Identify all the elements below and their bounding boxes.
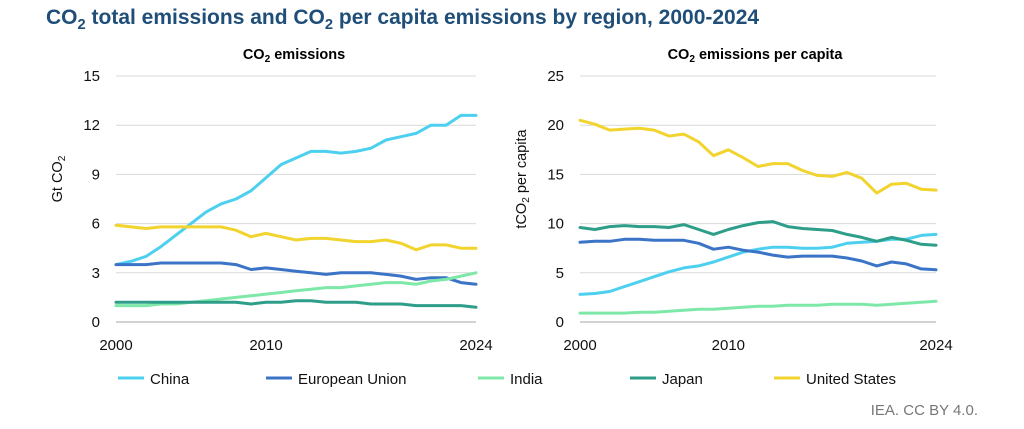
- series-line-india: [578, 299, 938, 315]
- legend-label-japan: Japan: [662, 371, 703, 388]
- legend-label-india: India: [510, 371, 543, 388]
- x-tick-label: 2000: [99, 337, 132, 354]
- x-tick-label: 2000: [563, 337, 596, 354]
- legend-label-european-union: European Union: [298, 371, 406, 388]
- chart-panel-emissions: CO2​ emissions Gt CO2​ 0 3 6 9 12 15 2000 2010 202…: [50, 47, 493, 354]
- series-line-european-union: [578, 237, 938, 272]
- x-tick-label: 2010: [712, 337, 745, 354]
- series-line-united-states: [114, 223, 478, 252]
- y-tick-label: 9: [92, 166, 100, 183]
- y-tick-label: 12: [83, 117, 100, 134]
- y-tick-label: 0: [92, 314, 100, 331]
- legend-label-china: China: [150, 371, 190, 388]
- legend-item-european-union: European Union: [266, 371, 406, 388]
- y-axis-label-per-capita: tCO2​ per capita: [514, 129, 532, 229]
- y-tick-label: 25: [547, 68, 564, 85]
- series-line-japan: [578, 220, 938, 247]
- source-note: IEA. CC BY 4.0.: [870, 402, 978, 419]
- y-tick-label: 6: [92, 216, 100, 233]
- series-line-china: [114, 113, 478, 267]
- series-line-united-states: [578, 118, 938, 195]
- y-tick-label: 15: [547, 166, 564, 183]
- y-tick-label: 15: [83, 68, 100, 85]
- panel-title-emissions: CO2​ emissions: [243, 47, 345, 65]
- legend: China European Union India Japan United Stat…: [118, 371, 896, 388]
- legend-item-india: India: [478, 371, 543, 388]
- series-line-european-union: [114, 261, 478, 286]
- x-tick-label: 2024: [919, 337, 952, 354]
- x-tick-label: 2024: [459, 337, 492, 354]
- chart-panel-per-capita: CO2​ emissions per capita tCO2​ per capit…: [514, 47, 953, 354]
- series-line-japan: [114, 299, 478, 309]
- x-tick-label: 2010: [249, 337, 282, 354]
- y-tick-label: 10: [547, 216, 564, 233]
- y-tick-label: 5: [556, 265, 564, 282]
- panel-title-per-capita: CO2​ emissions per capita: [668, 47, 844, 65]
- legend-item-united-states: United States: [774, 371, 896, 388]
- y-axis-label-emissions: Gt CO2​: [50, 155, 68, 202]
- y-tick-label: 0: [556, 314, 564, 331]
- legend-item-china: China: [118, 371, 190, 388]
- y-tick-label: 20: [547, 117, 564, 134]
- series-line-india: [114, 271, 478, 308]
- chart-title: CO2 total emissions and CO2 per capita e…: [46, 6, 760, 34]
- legend-label-united-states: United States: [806, 371, 896, 388]
- y-tick-label: 3: [92, 265, 100, 282]
- legend-item-japan: Japan: [630, 371, 703, 388]
